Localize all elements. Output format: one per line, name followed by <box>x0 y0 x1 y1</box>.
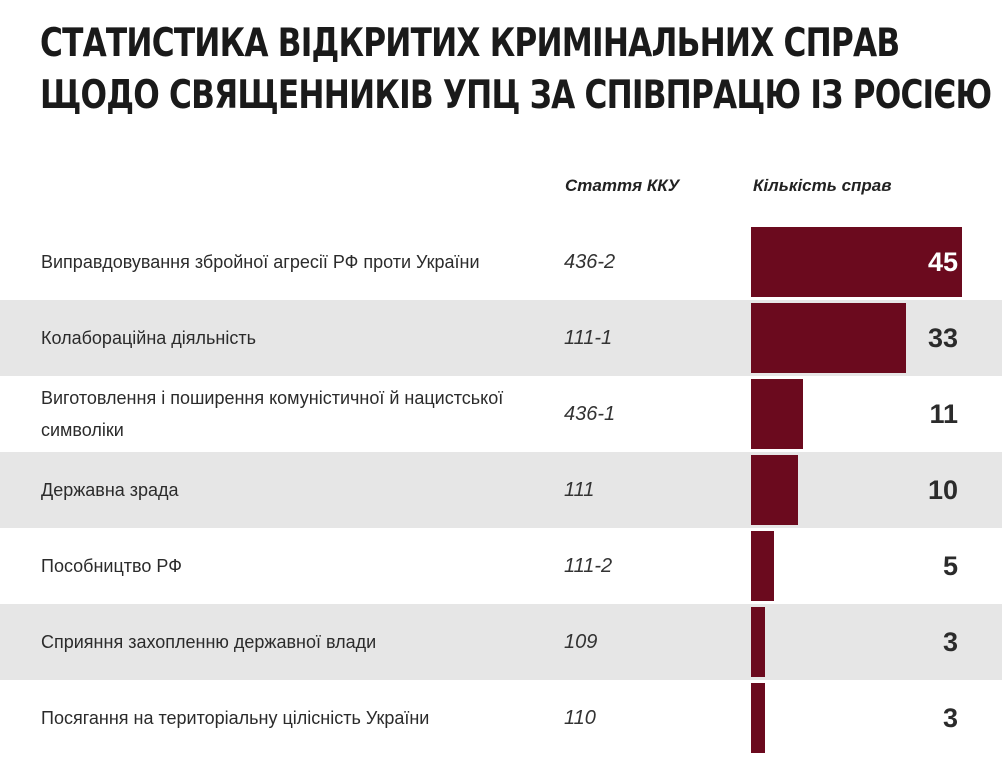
data-label: 45 <box>927 246 958 277</box>
table-row: Посягання на територіальну цілісність Ук… <box>0 680 1002 756</box>
bar <box>751 607 765 677</box>
category-label-cell: Виготовлення і поширення комуністичної й… <box>41 376 541 452</box>
category-label: Колабораційна діяльність <box>41 328 256 348</box>
category-label-cell: Державна зрада <box>41 452 541 528</box>
table-row: Виправдовування збройної агресії РФ прот… <box>0 224 1002 300</box>
category-label-cell: Колабораційна діяльність <box>41 300 541 376</box>
chart-title: Статистика відкритих кримінальних справ … <box>40 18 992 122</box>
column-header-article: Стаття ККУ <box>565 176 680 195</box>
chart-title-line-2: щодо священників УПЦ за співпрацю із Рос… <box>40 73 992 118</box>
category-label: Пособництво РФ <box>41 556 182 576</box>
bar <box>751 683 765 753</box>
bar <box>751 455 798 525</box>
bar <box>751 303 906 373</box>
category-label: Державна зрада <box>41 480 179 500</box>
chart-title-line-1: Статистика відкритих кримінальних справ <box>40 21 900 66</box>
data-label: 5 <box>942 550 958 581</box>
table-row: Сприяння захопленню державної влади 109 3 <box>0 604 1002 680</box>
category-label: Виготовлення і поширення комуністичної й… <box>41 388 504 440</box>
category-label: Сприяння захопленню державної влади <box>41 632 377 652</box>
bar <box>751 379 803 449</box>
category-label: Посягання на територіальну цілісність Ук… <box>41 708 430 728</box>
table-row: Колабораційна діяльність 111-1 33 <box>0 300 1002 376</box>
column-header-count: Кількість справ <box>753 176 892 195</box>
table-row: Державна зрада 111 10 <box>0 452 1002 528</box>
category-label-cell: Пособництво РФ <box>41 528 541 604</box>
data-label: 11 <box>929 398 958 429</box>
article-label: 436-2 <box>564 250 616 273</box>
category-label-cell: Посягання на територіальну цілісність Ук… <box>41 680 541 756</box>
category-label: Виправдовування збройної агресії РФ прот… <box>41 252 480 272</box>
article-label: 111-1 <box>564 326 613 349</box>
bar <box>751 531 774 601</box>
article-label: 111 <box>564 478 595 501</box>
category-label-cell: Сприяння захопленню державної влади <box>41 604 541 680</box>
data-label: 10 <box>927 474 958 505</box>
data-label: 33 <box>927 322 958 353</box>
article-label: 111-2 <box>564 554 613 577</box>
article-label: 109 <box>564 630 598 653</box>
bar-table: Виправдовування збройної агресії РФ прот… <box>0 224 1002 756</box>
bar <box>751 227 962 297</box>
table-row: Пособництво РФ 111-2 5 <box>0 528 1002 604</box>
article-label: 436-1 <box>564 402 616 425</box>
table-row: Виготовлення і поширення комуністичної й… <box>0 376 1002 452</box>
category-label-cell: Виправдовування збройної агресії РФ прот… <box>41 224 541 300</box>
article-label: 110 <box>564 706 596 729</box>
data-label: 3 <box>942 702 958 733</box>
data-label: 3 <box>942 626 958 657</box>
